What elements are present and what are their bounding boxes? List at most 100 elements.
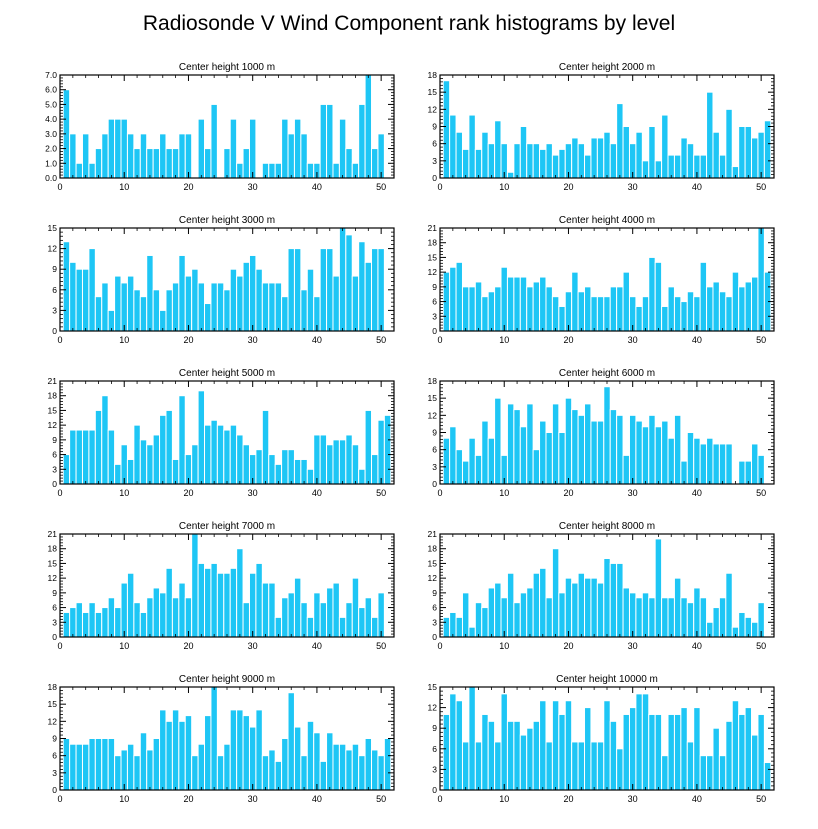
bar bbox=[293, 726, 302, 791]
bar bbox=[751, 276, 759, 332]
bar bbox=[326, 248, 334, 332]
x-tick-label: 50 bbox=[756, 182, 766, 192]
bar bbox=[165, 289, 173, 332]
bar bbox=[101, 738, 109, 791]
bar bbox=[622, 126, 630, 179]
bar bbox=[332, 743, 340, 791]
bar bbox=[738, 713, 746, 791]
bar bbox=[268, 454, 276, 485]
x-tick-label: 40 bbox=[692, 182, 702, 192]
bar bbox=[635, 420, 643, 485]
bar bbox=[300, 458, 308, 485]
bar bbox=[712, 443, 720, 485]
bar bbox=[94, 148, 103, 179]
bar bbox=[101, 395, 109, 485]
y-tick-label: 15 bbox=[48, 558, 58, 568]
y-tick-label: 15 bbox=[48, 699, 58, 709]
bar bbox=[293, 458, 302, 485]
bar bbox=[300, 602, 308, 638]
bar bbox=[519, 426, 528, 485]
bar bbox=[326, 103, 334, 179]
bar bbox=[545, 143, 553, 179]
x-tick-label: 10 bbox=[499, 182, 509, 192]
bar bbox=[693, 587, 701, 638]
bar bbox=[255, 449, 263, 485]
bar bbox=[596, 137, 605, 179]
bar bbox=[487, 143, 496, 179]
x-tick-label: 10 bbox=[499, 794, 509, 804]
bar bbox=[526, 286, 534, 332]
x-tick-label: 20 bbox=[563, 488, 573, 498]
bar bbox=[461, 148, 470, 179]
bar bbox=[442, 80, 451, 179]
bar bbox=[191, 755, 199, 791]
bar bbox=[248, 572, 257, 638]
bar bbox=[757, 713, 765, 791]
panel-6: Center height 6000 m 0 3 6 9 12 15 18 0 10 20 30 40 5… bbox=[428, 368, 775, 498]
bar bbox=[197, 562, 206, 638]
bar bbox=[120, 118, 128, 179]
bar bbox=[667, 437, 675, 485]
bar bbox=[332, 162, 340, 179]
bar bbox=[539, 276, 547, 332]
bar bbox=[358, 468, 366, 485]
bar bbox=[139, 611, 148, 638]
y-tick-label: 0 bbox=[432, 173, 437, 183]
x-tick-label: 40 bbox=[312, 335, 322, 345]
bar bbox=[487, 587, 496, 638]
bar bbox=[204, 715, 212, 791]
bar bbox=[609, 562, 618, 638]
y-tick-label: 0 bbox=[432, 479, 437, 489]
x-tick-label: 40 bbox=[692, 335, 702, 345]
bar bbox=[616, 414, 624, 485]
bar bbox=[680, 460, 688, 485]
bar bbox=[667, 154, 675, 179]
x-tick-label: 30 bbox=[248, 488, 258, 498]
bar bbox=[69, 429, 77, 485]
bar bbox=[88, 429, 96, 485]
bar bbox=[281, 296, 289, 332]
bar bbox=[744, 126, 753, 179]
x-tick-label: 40 bbox=[312, 488, 322, 498]
x-tick-label: 20 bbox=[183, 488, 193, 498]
y-tick-label: 15 bbox=[48, 223, 58, 233]
x-tick-label: 40 bbox=[312, 641, 322, 651]
bar bbox=[133, 755, 141, 791]
bar bbox=[139, 296, 148, 332]
bar bbox=[236, 548, 244, 638]
bar bbox=[635, 305, 643, 332]
bar bbox=[481, 607, 489, 638]
bar bbox=[101, 133, 109, 179]
bar bbox=[757, 227, 765, 332]
bar bbox=[191, 444, 199, 485]
y-tick-label: 3 bbox=[52, 464, 57, 474]
bar bbox=[519, 734, 528, 791]
y-tick-label: 21 bbox=[48, 376, 58, 386]
bar bbox=[513, 602, 521, 638]
x-tick-label: 40 bbox=[312, 794, 322, 804]
bar bbox=[248, 254, 257, 332]
bar bbox=[564, 577, 573, 638]
bar bbox=[577, 291, 586, 332]
x-tick-label: 40 bbox=[692, 794, 702, 804]
x-tick-label: 0 bbox=[57, 182, 62, 192]
y-tick-label: 0 bbox=[432, 326, 437, 336]
bar bbox=[139, 732, 148, 791]
y-tick-label: 12 bbox=[48, 420, 58, 430]
bar bbox=[751, 137, 759, 179]
bar bbox=[114, 463, 122, 485]
bar bbox=[596, 741, 605, 791]
bar bbox=[248, 726, 257, 791]
bar bbox=[62, 738, 71, 791]
bar bbox=[255, 562, 263, 638]
bar bbox=[171, 148, 180, 179]
bar bbox=[513, 720, 521, 791]
bar bbox=[146, 254, 154, 332]
bar bbox=[242, 715, 250, 791]
x-tick-label: 20 bbox=[563, 335, 573, 345]
bar bbox=[494, 286, 502, 332]
y-tick-label: 3.0 bbox=[45, 129, 57, 139]
x-tick-label: 0 bbox=[437, 335, 442, 345]
bar bbox=[693, 707, 701, 791]
bar bbox=[712, 131, 720, 179]
